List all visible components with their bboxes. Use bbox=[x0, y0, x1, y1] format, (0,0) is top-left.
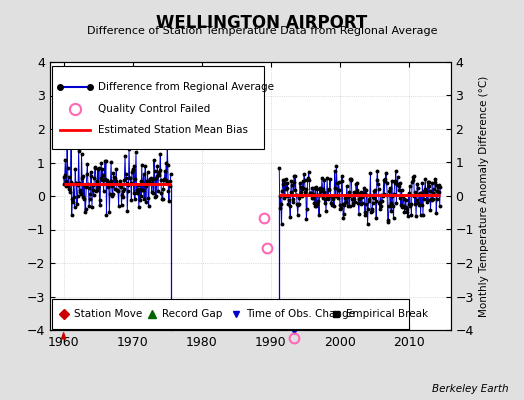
Text: Record Gap: Record Gap bbox=[162, 309, 222, 319]
Text: Difference from Regional Average: Difference from Regional Average bbox=[98, 82, 274, 92]
Text: Quality Control Failed: Quality Control Failed bbox=[98, 104, 210, 114]
Y-axis label: Monthly Temperature Anomaly Difference (°C): Monthly Temperature Anomaly Difference (… bbox=[479, 75, 489, 317]
FancyBboxPatch shape bbox=[52, 66, 264, 149]
Text: Berkeley Earth: Berkeley Earth bbox=[432, 384, 508, 394]
Text: Time of Obs. Change: Time of Obs. Change bbox=[246, 309, 355, 319]
Text: Estimated Station Mean Bias: Estimated Station Mean Bias bbox=[98, 125, 248, 135]
Text: Empirical Break: Empirical Break bbox=[346, 309, 429, 319]
FancyBboxPatch shape bbox=[52, 299, 409, 329]
Text: Difference of Station Temperature Data from Regional Average: Difference of Station Temperature Data f… bbox=[87, 26, 437, 36]
Text: WELLINGTON AIRPORT: WELLINGTON AIRPORT bbox=[156, 14, 368, 32]
Text: Station Move: Station Move bbox=[74, 309, 142, 319]
